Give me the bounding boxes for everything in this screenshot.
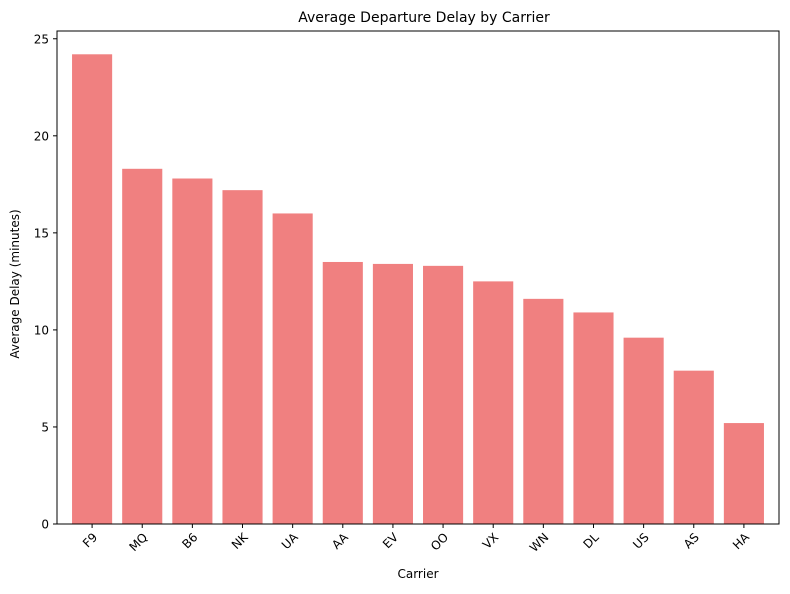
x-tick-label: F9 (80, 530, 100, 550)
bar-dl (573, 312, 614, 524)
bar-vx (473, 281, 514, 524)
bar-mq (122, 168, 163, 525)
y-tick-label: 25 (34, 32, 49, 46)
bar-ha (723, 423, 764, 524)
x-axis-label: Carrier (397, 567, 438, 581)
x-tick-label: EV (380, 530, 402, 552)
y-tick-label: 20 (34, 129, 49, 143)
x-tick-label: UA (279, 530, 301, 552)
y-tick-label: 5 (41, 420, 49, 434)
x-tick-label: US (630, 530, 652, 552)
bar-wn (523, 298, 564, 524)
x-tick-label: WN (527, 530, 552, 555)
x-tick-label: MQ (126, 530, 150, 554)
y-axis-label: Average Delay (minutes) (8, 209, 22, 358)
y-tick-label: 0 (41, 518, 49, 532)
bar-us (623, 337, 664, 524)
x-tick-label: VX (480, 530, 502, 552)
x-tick-label: DL (580, 530, 601, 551)
bar-nk (222, 190, 263, 525)
x-tick-label: B6 (179, 530, 200, 551)
plot-frame (56, 30, 780, 525)
y-tick-label: 10 (34, 323, 49, 337)
bar-as (673, 370, 714, 524)
x-tick-label: AS (681, 530, 702, 551)
x-tick-label: OO (428, 530, 451, 553)
bar-ua (272, 213, 313, 524)
bar-oo (423, 265, 464, 524)
bar-ev (372, 263, 413, 524)
x-tick-label: HA (730, 530, 753, 553)
bar-f9 (72, 54, 113, 524)
bar-aa (322, 261, 363, 524)
chart-title: Average Departure Delay by Carrier (298, 10, 550, 26)
bar-b6 (172, 178, 213, 524)
bars-layer (72, 54, 764, 525)
x-tick-label: NK (229, 529, 252, 552)
y-tick-label: 15 (34, 226, 49, 240)
x-tick-label: AA (329, 530, 351, 552)
